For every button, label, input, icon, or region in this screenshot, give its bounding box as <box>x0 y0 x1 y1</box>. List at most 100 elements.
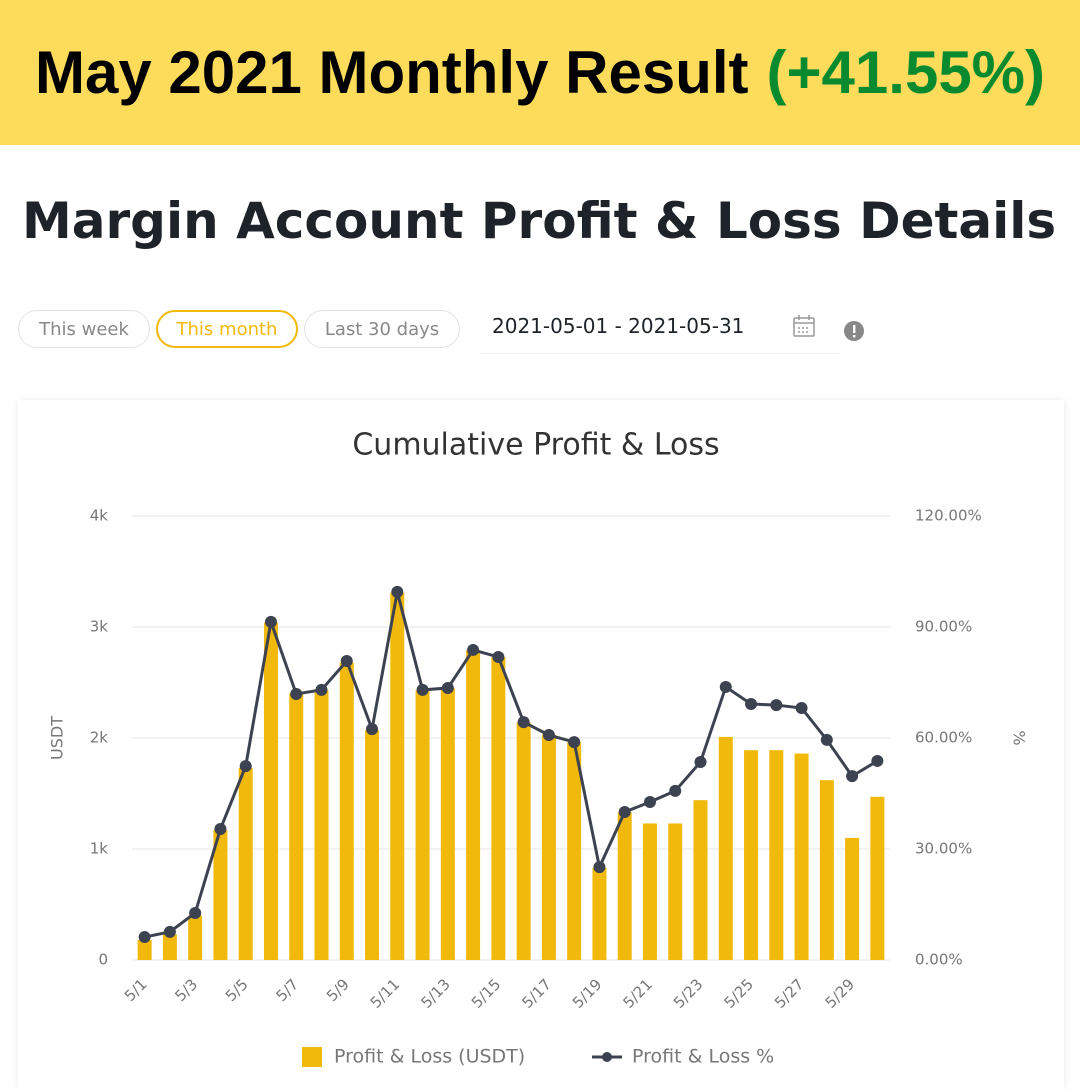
line-point <box>138 931 151 944</box>
filter-button[interactable]: Last 30 days <box>304 310 460 348</box>
line-point <box>366 723 379 736</box>
x-tick-label: 5/19 <box>569 975 606 1012</box>
filter-button[interactable]: This month <box>156 310 298 348</box>
bar <box>415 690 430 960</box>
line-point <box>669 784 682 797</box>
line-point <box>542 729 555 742</box>
line-point <box>239 760 252 773</box>
bar <box>718 736 733 960</box>
line-point <box>467 643 480 656</box>
line-point <box>820 733 833 746</box>
y2-tick-label: 30.00% <box>915 840 972 858</box>
bar <box>541 734 556 960</box>
bar <box>769 750 784 960</box>
y-tick-label: 0 <box>98 951 108 969</box>
line-point <box>593 861 606 874</box>
banner-result: (+41.55%) <box>766 39 1046 106</box>
chart-title: Cumulative Profit & Loss <box>352 428 719 463</box>
line-point <box>264 615 277 628</box>
y2-tick-label: 0.00% <box>915 951 963 969</box>
icons <box>793 315 864 341</box>
date-range[interactable]: 2021-05-01 - 2021-05-31 <box>492 314 745 338</box>
bar <box>137 940 152 960</box>
legend-label: Profit & Loss (USDT) <box>334 1046 525 1068</box>
bar <box>390 592 405 960</box>
line-point <box>568 736 581 749</box>
bar <box>744 750 759 960</box>
line-point <box>517 716 530 729</box>
line-point <box>416 683 429 696</box>
bar <box>339 662 354 960</box>
x-tick-label: 5/7 <box>272 975 302 1005</box>
x-tick-label: 5/21 <box>619 975 656 1012</box>
line-point <box>391 585 404 598</box>
y-axis-label: USDT <box>48 716 67 760</box>
line-point <box>846 770 859 783</box>
bar <box>466 650 481 960</box>
line-point <box>871 754 884 767</box>
x-tick-label: 5/3 <box>171 975 201 1005</box>
calendar-icon[interactable] <box>793 315 815 337</box>
heading: Margin Account Profit & Loss Details <box>22 192 1057 250</box>
y-tick-label: 4k <box>90 507 109 525</box>
line-point <box>770 699 783 712</box>
divider <box>480 353 840 354</box>
legend-label: Profit & Loss % <box>632 1046 774 1068</box>
y2-axis-label: % <box>1010 730 1029 745</box>
x-tick-label: 5/25 <box>720 975 757 1012</box>
line-point <box>163 925 176 938</box>
bar <box>162 934 177 960</box>
x-tick-label: 5/13 <box>417 975 454 1012</box>
y2-tick-label: 90.00% <box>915 618 972 636</box>
line-point <box>719 680 732 693</box>
line-point <box>340 655 353 668</box>
line-point <box>214 823 227 836</box>
line-point <box>189 907 202 920</box>
line <box>144 591 879 939</box>
info-icon[interactable] <box>844 321 864 341</box>
filter-button[interactable]: This week <box>18 310 150 348</box>
line-point <box>643 796 656 809</box>
x-tick-label: 5/29 <box>822 975 859 1012</box>
x-tick-label: 5/23 <box>670 975 707 1012</box>
line-point <box>795 702 808 715</box>
bar <box>314 690 329 960</box>
bar <box>819 780 834 960</box>
bar <box>567 742 582 960</box>
bar <box>440 688 455 960</box>
chart-card <box>18 400 1064 1090</box>
bar <box>188 915 203 960</box>
x-tick-label: 5/15 <box>468 975 505 1012</box>
bar <box>794 753 809 960</box>
bar <box>263 622 278 960</box>
bar <box>365 730 380 960</box>
banner-title: May 2021 Monthly Result <box>34 39 749 106</box>
line-point <box>745 697 758 710</box>
line-point <box>315 683 328 696</box>
y-tick-label: 3k <box>90 618 109 636</box>
x-tick-label: 5/9 <box>323 975 353 1005</box>
line-point <box>492 650 505 663</box>
bar <box>642 823 657 960</box>
x-tick-label: 5/1 <box>121 975 151 1005</box>
x-tick-label: 5/11 <box>367 975 404 1012</box>
y-tick-label: 2k <box>90 729 109 747</box>
y2-tick-label: 60.00% <box>915 729 972 747</box>
bar <box>516 722 531 960</box>
bar <box>617 812 632 960</box>
bar <box>213 830 228 960</box>
line-point <box>290 687 303 700</box>
bar <box>491 656 506 960</box>
bar <box>693 800 708 960</box>
y-tick-label: 1k <box>90 840 109 858</box>
line-point <box>618 806 631 818</box>
x-tick-label: 5/5 <box>222 975 252 1005</box>
bar <box>668 823 683 960</box>
x-tick-label: 5/17 <box>518 975 555 1012</box>
x-tick-label: 5/27 <box>771 975 808 1012</box>
bar <box>289 693 304 960</box>
line-point <box>694 756 707 769</box>
legend-swatch <box>302 1047 322 1067</box>
